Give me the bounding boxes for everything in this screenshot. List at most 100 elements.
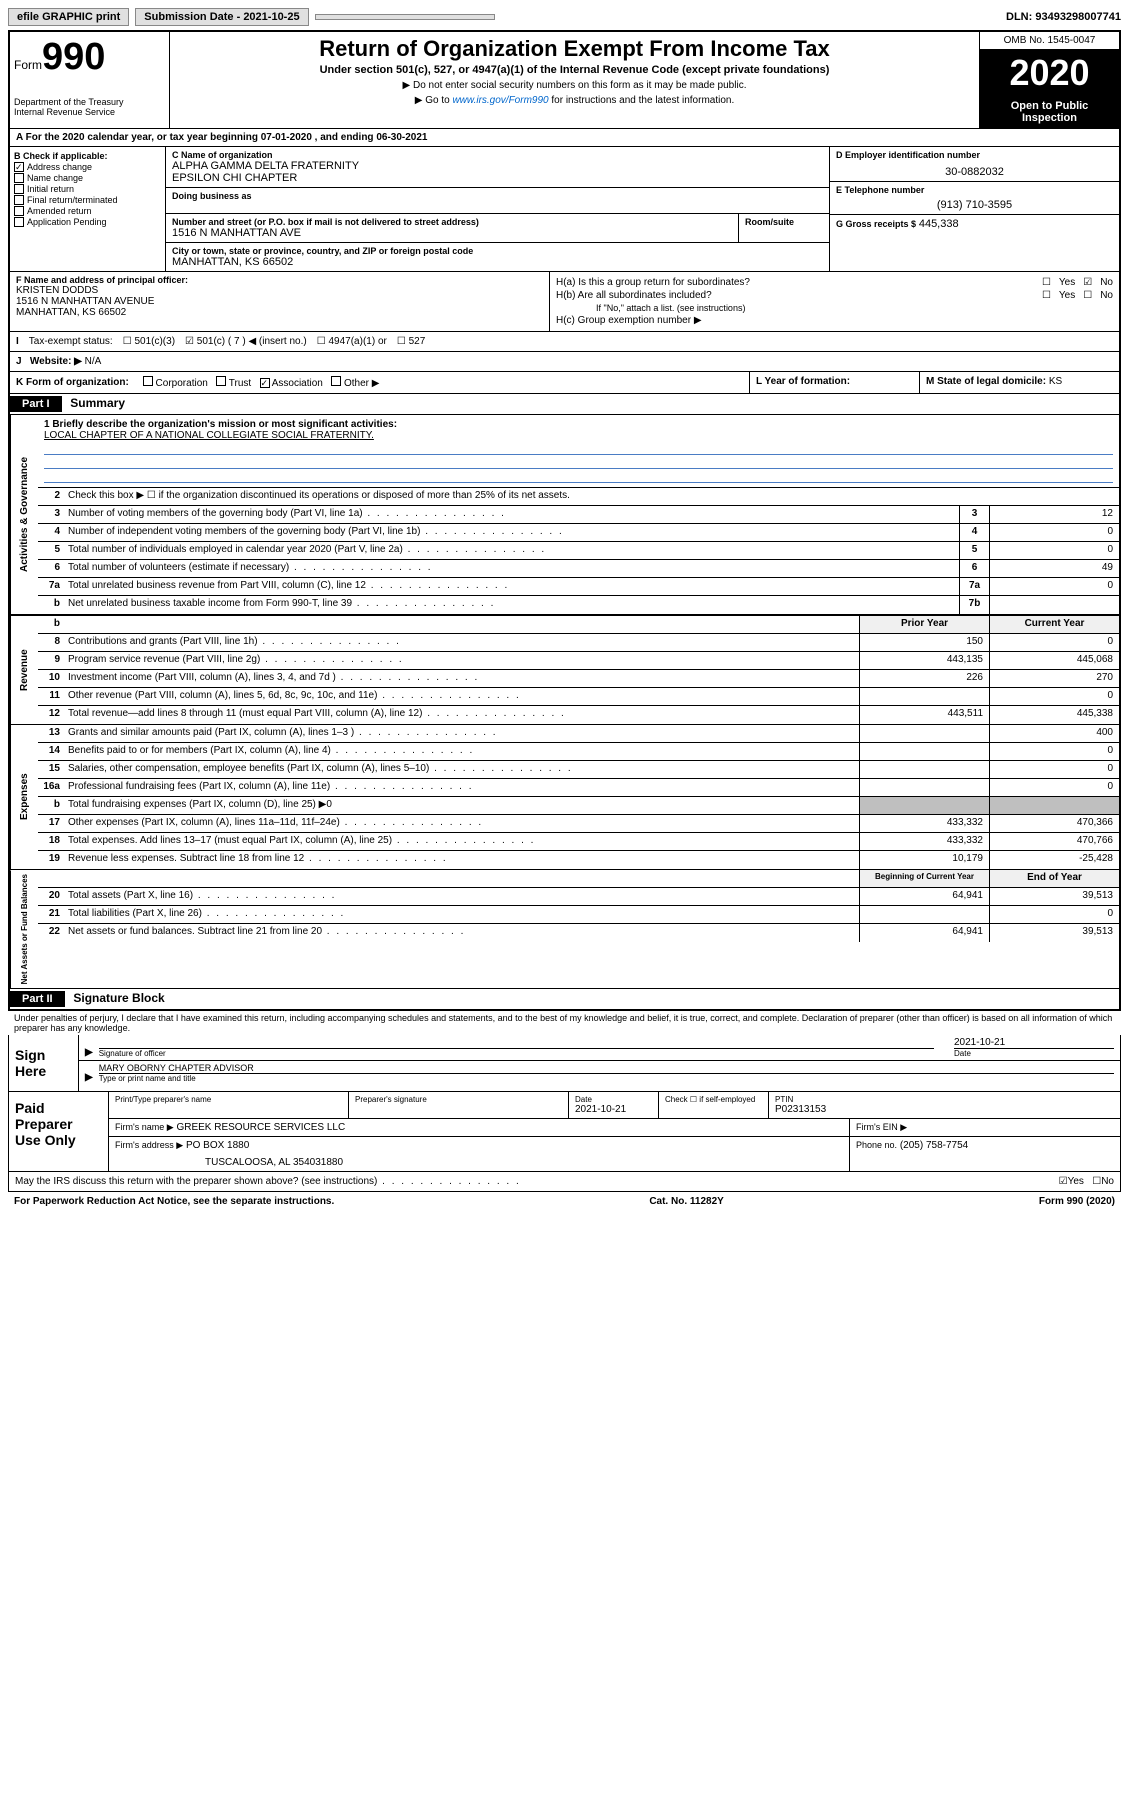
- org-city: MANHATTAN, KS 66502: [172, 256, 823, 268]
- b-checkbox-row[interactable]: Application Pending: [14, 217, 161, 227]
- line-val: 0: [989, 542, 1119, 559]
- line-num: 20: [38, 888, 64, 905]
- b-label: B Check if applicable:: [14, 151, 161, 161]
- line1-block: 1 Briefly describe the organization's mi…: [38, 415, 1119, 488]
- prep-row-2: Firm's name ▶ GREEK RESOURCE SERVICES LL…: [109, 1119, 1120, 1137]
- side-netassets: Net Assets or Fund Balances: [10, 870, 38, 988]
- form-label: Form: [14, 58, 42, 72]
- prep-selfemp-cell: Check ☐ if self-employed: [659, 1092, 769, 1118]
- part1-header-row: Part I Summary: [10, 394, 1119, 415]
- line-text: Benefits paid to or for members (Part IX…: [64, 743, 859, 760]
- line-current: 445,068: [989, 652, 1119, 669]
- efile-button[interactable]: efile GRAPHIC print: [8, 8, 129, 26]
- b-checkbox-row[interactable]: Address change: [14, 162, 161, 172]
- line-val: 0: [989, 578, 1119, 595]
- g-gross-box: G Gross receipts $ 445,338: [830, 215, 1119, 233]
- rev-content: b Prior Year Current Year 8Contributions…: [38, 616, 1119, 724]
- officer-name: KRISTEN DODDS: [16, 285, 543, 296]
- checkbox-icon: [14, 195, 24, 205]
- line-prior: 150: [859, 634, 989, 651]
- tax-year: 2020: [980, 50, 1119, 96]
- col-h-group: H(a) Is this a group return for subordin…: [550, 272, 1119, 331]
- irs-link[interactable]: www.irs.gov/Form990: [452, 95, 548, 106]
- ha-row: H(a) Is this a group return for subordin…: [556, 277, 1113, 288]
- na-header-row: Beginning of Current Year End of Year: [38, 870, 1119, 888]
- line-text: Professional fundraising fees (Part IX, …: [64, 779, 859, 796]
- firm-phone: (205) 758-7754: [900, 1140, 968, 1151]
- firm-addr2: TUSCALOOSA, AL 354031880: [205, 1157, 843, 1168]
- summary-line: 14Benefits paid to or for members (Part …: [38, 743, 1119, 761]
- line-prior: [859, 779, 989, 796]
- c-room-box: Room/suite: [739, 214, 829, 243]
- city-label: City or town, state or province, country…: [172, 246, 823, 256]
- line-text: Total fundraising expenses (Part IX, col…: [64, 797, 859, 814]
- b-checkbox-row[interactable]: Name change: [14, 173, 161, 183]
- omb-number: OMB No. 1545-0047: [980, 32, 1119, 50]
- side-expenses: Expenses: [10, 725, 38, 869]
- i-label: Tax-exempt status:: [29, 336, 113, 347]
- side-revenue: Revenue: [10, 616, 38, 724]
- line-prior: 443,135: [859, 652, 989, 669]
- cat-number: Cat. No. 11282Y: [649, 1196, 723, 1207]
- form-container: Form990 Department of the Treasury Inter…: [8, 30, 1121, 1011]
- line-current: -25,428: [989, 851, 1119, 869]
- line2: 2 Check this box ▶ ☐ if the organization…: [38, 488, 1119, 506]
- j-label: Website: ▶: [30, 356, 82, 367]
- sign-here-label: Sign Here: [9, 1035, 79, 1091]
- k-option: Corporation: [143, 378, 214, 389]
- b-checkbox-row[interactable]: Amended return: [14, 206, 161, 216]
- k-option: Trust: [213, 378, 256, 389]
- prep-addr-cell: Firm's address ▶ PO BOX 1880 TUSCALOOSA,…: [109, 1137, 850, 1171]
- sig-name: MARY OBORNY CHAPTER ADVISOR: [99, 1063, 1114, 1074]
- summary-line: 7aTotal unrelated business revenue from …: [38, 578, 1119, 596]
- line-text: Total unrelated business revenue from Pa…: [64, 578, 959, 595]
- i-opt2: ☑ 501(c) ( 7 ) ◀ (insert no.): [185, 336, 307, 347]
- addr-label: Number and street (or P.O. box if mail i…: [172, 217, 732, 227]
- line-current: 0: [989, 779, 1119, 796]
- section-f-h: F Name and address of principal officer:…: [10, 272, 1119, 332]
- line-num: 5: [38, 542, 64, 559]
- row-i-tax-status: I Tax-exempt status: ☐ 501(c)(3) ☑ 501(c…: [10, 332, 1119, 352]
- b-checkbox-row[interactable]: Initial return: [14, 184, 161, 194]
- part2-badge: Part II: [10, 991, 65, 1007]
- org-name: ALPHA GAMMA DELTA FRATERNITY EPSILON CHI…: [172, 160, 823, 184]
- form-ref: Form 990 (2020): [1039, 1196, 1115, 1207]
- prep-sig-cell: Preparer's signature: [349, 1092, 569, 1118]
- line-current: 0: [989, 906, 1119, 923]
- hc-row: H(c) Group exemption number ▶: [556, 315, 1113, 326]
- part2-header-row: Part II Signature Block: [10, 989, 1119, 1009]
- b-item-label: Address change: [27, 162, 92, 172]
- b-item-label: Amended return: [27, 206, 92, 216]
- line-current: 39,513: [989, 888, 1119, 905]
- line-num: 19: [38, 851, 64, 869]
- m-value: KS: [1049, 376, 1062, 387]
- summary-line: 20Total assets (Part X, line 16)64,94139…: [38, 888, 1119, 906]
- submission-button[interactable]: Submission Date - 2021-10-25: [135, 8, 308, 26]
- row-k-form-org: K Form of organization: Corporation Trus…: [10, 372, 1119, 394]
- sig-row-2: ▶ MARY OBORNY CHAPTER ADVISOR Type or pr…: [79, 1061, 1120, 1085]
- part2-title: Signature Block: [73, 991, 164, 1005]
- side-activities: Activities & Governance: [10, 415, 38, 614]
- ag-content: 1 Briefly describe the organization's mi…: [38, 415, 1119, 614]
- k-label: K Form of organization:: [16, 377, 129, 388]
- prep-firm-cell: Firm's name ▶ GREEK RESOURCE SERVICES LL…: [109, 1119, 850, 1136]
- summary-line: 5Total number of individuals employed in…: [38, 542, 1119, 560]
- b-checkbox-row[interactable]: Final return/terminated: [14, 195, 161, 205]
- line-current: 0: [989, 634, 1119, 651]
- net-assets-section: Net Assets or Fund Balances Beginning of…: [10, 870, 1119, 989]
- ha-yes: Yes: [1059, 277, 1075, 288]
- part1-title: Summary: [70, 396, 125, 410]
- line-text: Number of voting members of the governin…: [64, 506, 959, 523]
- i-opt3: ☐ 4947(a)(1) or: [317, 336, 387, 347]
- form-note1: ▶ Do not enter social security numbers o…: [174, 80, 975, 91]
- summary-line: 13Grants and similar amounts paid (Part …: [38, 725, 1119, 743]
- firm-name: GREEK RESOURCE SERVICES LLC: [176, 1122, 345, 1133]
- sig-date: 2021-10-21: [954, 1037, 1114, 1049]
- sign-here-section: Sign Here ▶ Signature of officer 2021-10…: [8, 1035, 1121, 1092]
- f-label: F Name and address of principal officer:: [16, 275, 543, 285]
- col-b-checkboxes: B Check if applicable: Address changeNam…: [10, 147, 166, 271]
- summary-line: 22Net assets or fund balances. Subtract …: [38, 924, 1119, 942]
- discuss-no: No: [1101, 1176, 1114, 1187]
- irs-discuss-row: May the IRS discuss this return with the…: [8, 1172, 1121, 1192]
- checkbox-icon: [260, 378, 270, 388]
